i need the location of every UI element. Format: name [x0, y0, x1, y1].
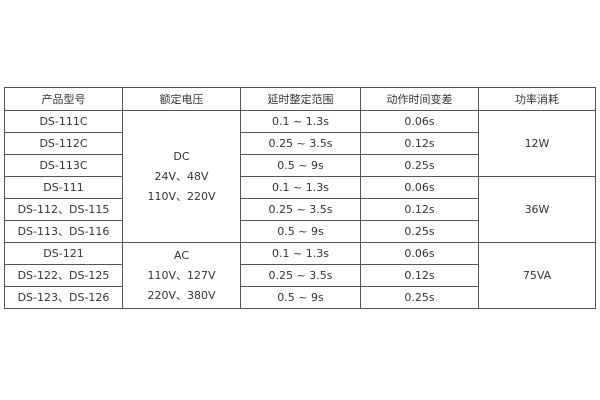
range-cell: 0.25 ~ 3.5s [240, 132, 361, 155]
range-cell: 0.1 ~ 1.3s [240, 176, 361, 199]
range-cell: 0.5 ~ 9s [240, 154, 361, 177]
table-row: DS-121 AC 110V、127V 220V、380V 0.1 ~ 1.3s… [4, 242, 596, 309]
header-voltage: 额定电压 [122, 87, 241, 111]
power-cell: 12W [478, 110, 596, 177]
range-cell: 0.5 ~ 9s [240, 220, 361, 243]
range-cell: 0.1 ~ 1.3s [240, 110, 361, 133]
variation-cell: 0.06s [360, 110, 479, 133]
voltage-line: AC [173, 248, 189, 262]
power-cell: 36W [478, 176, 596, 243]
variation-cell: 0.12s [360, 198, 479, 221]
model-cell: DS-113C [4, 154, 123, 177]
table-row: DS-113C 0.5 ~ 9s 0.25s [4, 154, 596, 177]
table-row: DS-123、DS-126 0.5 ~ 9s 0.25s [4, 286, 596, 309]
variation-cell: 0.25s [360, 220, 479, 243]
table-row: DS-122、DS-125 0.25 ~ 3.5s 0.12s [4, 264, 596, 287]
voltage-line: DC [173, 149, 190, 163]
voltage-line: 24V、48V [154, 169, 209, 183]
variation-cell: 0.06s [360, 242, 479, 265]
model-cell: DS-123、DS-126 [4, 286, 123, 309]
model-cell: DS-122、DS-125 [4, 264, 123, 287]
variation-cell: 0.12s [360, 132, 479, 155]
header-power: 功率消耗 [478, 87, 596, 111]
voltage-cell: DC 24V、48V 110V、220V [122, 110, 241, 243]
table-row: DS-111C DC 24V、48V 110V、220V 0.1 ~ 1.3s … [4, 110, 596, 243]
voltage-cell: AC 110V、127V 220V、380V [122, 242, 241, 309]
spec-table: 产品型号 额定电压 延时整定范围 动作时间变差 功率消耗 DS-111C DC … [4, 87, 596, 309]
header-model: 产品型号 [4, 87, 123, 111]
variation-cell: 0.25s [360, 154, 479, 177]
variation-cell: 0.25s [360, 286, 479, 309]
variation-cell: 0.06s [360, 176, 479, 199]
variation-cell: 0.12s [360, 264, 479, 287]
range-cell: 0.25 ~ 3.5s [240, 264, 361, 287]
range-cell: 0.5 ~ 9s [240, 286, 361, 309]
voltage-line: 110V、220V [147, 189, 216, 203]
header-delay-range: 延时整定范围 [240, 87, 361, 111]
model-cell: DS-111C [4, 110, 123, 133]
table-row: DS-111 0.1 ~ 1.3s 0.06s 36W [4, 176, 596, 243]
header-row: 产品型号 额定电压 延时整定范围 动作时间变差 功率消耗 [4, 87, 596, 111]
model-cell: DS-121 [4, 242, 123, 265]
header-time-variation: 动作时间变差 [360, 87, 479, 111]
model-cell: DS-111 [4, 176, 123, 199]
voltage-line: 110V、127V [147, 268, 216, 282]
table-row: DS-113、DS-116 0.5 ~ 9s 0.25s [4, 220, 596, 243]
power-cell: 75VA [478, 242, 596, 309]
model-cell: DS-112C [4, 132, 123, 155]
model-cell: DS-112、DS-115 [4, 198, 123, 221]
range-cell: 0.25 ~ 3.5s [240, 198, 361, 221]
voltage-line: 220V、380V [147, 288, 216, 302]
range-cell: 0.1 ~ 1.3s [240, 242, 361, 265]
model-cell: DS-113、DS-116 [4, 220, 123, 243]
